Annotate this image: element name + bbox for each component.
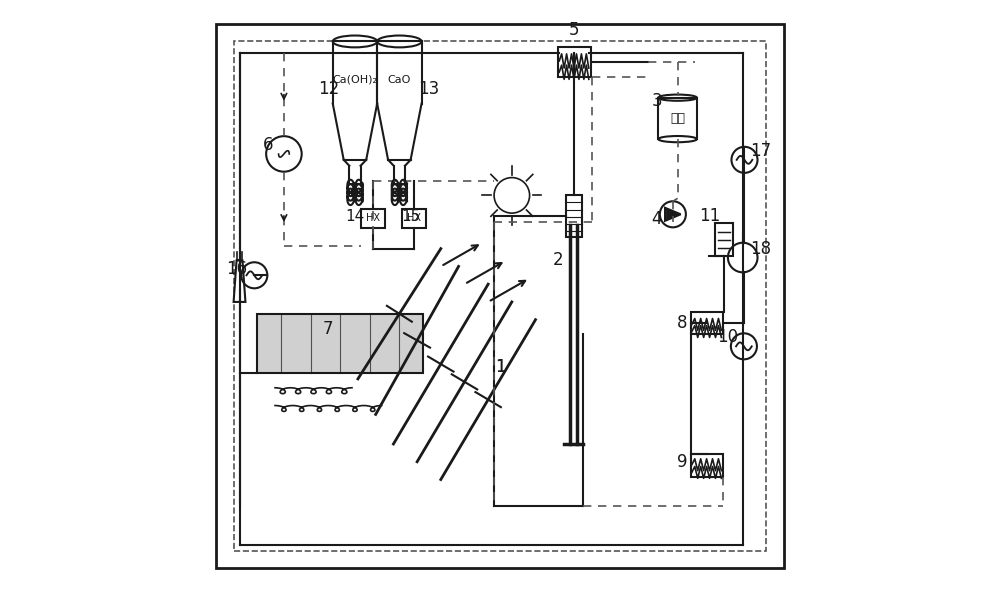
Bar: [234, 41, 766, 551]
Text: 3: 3: [652, 92, 662, 110]
Bar: [558, 47, 591, 77]
Text: 2: 2: [553, 252, 563, 269]
Bar: [715, 224, 733, 256]
Text: 12: 12: [318, 80, 339, 98]
Text: 6: 6: [263, 136, 273, 154]
Text: 14: 14: [345, 208, 365, 224]
Text: 9: 9: [677, 453, 688, 471]
Text: Ca(OH)₂: Ca(OH)₂: [332, 75, 377, 85]
Text: HX: HX: [366, 214, 380, 223]
Bar: [566, 195, 582, 237]
Polygon shape: [665, 208, 681, 221]
Text: 5: 5: [569, 21, 579, 38]
Text: CaO: CaO: [388, 75, 411, 85]
Bar: [691, 312, 723, 334]
Text: 4: 4: [652, 210, 662, 228]
Text: 16: 16: [226, 260, 247, 278]
Bar: [361, 209, 385, 228]
Bar: [658, 98, 697, 139]
Text: 13: 13: [418, 80, 440, 98]
Polygon shape: [666, 209, 679, 220]
Text: 水箱: 水箱: [670, 112, 685, 125]
Text: 1: 1: [495, 358, 505, 376]
Text: 15: 15: [402, 208, 421, 224]
Text: 8: 8: [677, 314, 688, 332]
Bar: [257, 314, 423, 373]
Text: 10: 10: [717, 329, 738, 346]
Text: 7: 7: [323, 320, 334, 337]
Text: HX: HX: [407, 214, 421, 223]
Bar: [402, 209, 426, 228]
Bar: [691, 454, 723, 477]
Ellipse shape: [658, 136, 697, 142]
Text: 11: 11: [700, 207, 721, 225]
Text: 17: 17: [750, 142, 771, 160]
Text: 18: 18: [750, 240, 771, 258]
Text: 1: 1: [495, 358, 505, 376]
Polygon shape: [234, 260, 245, 302]
